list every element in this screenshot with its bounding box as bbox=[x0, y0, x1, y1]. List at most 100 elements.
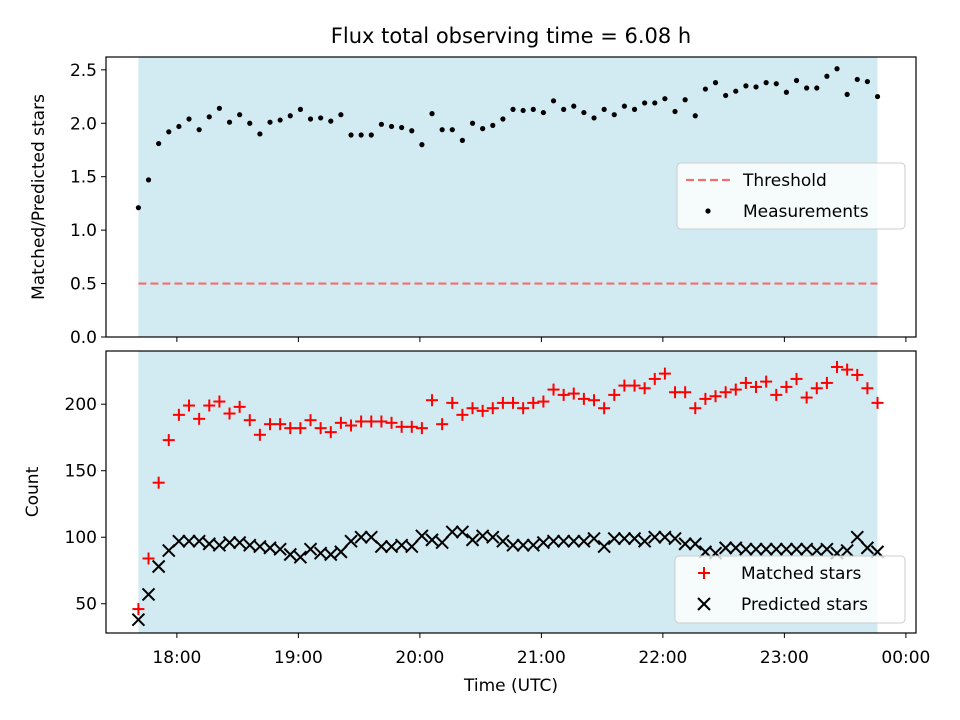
predicted-point bbox=[212, 538, 227, 552]
predicted-point bbox=[334, 545, 348, 559]
measurement-point bbox=[196, 127, 202, 133]
measurement-point bbox=[530, 106, 536, 112]
measurement-point bbox=[439, 127, 445, 133]
matched-point bbox=[820, 376, 833, 389]
measurement-point bbox=[631, 106, 638, 112]
measurement-point bbox=[226, 119, 233, 125]
predicted-point-b bbox=[131, 612, 146, 627]
measurement-point bbox=[712, 80, 719, 86]
predicted-point-b bbox=[212, 538, 227, 552]
predicted-point bbox=[556, 534, 571, 548]
predicted-point bbox=[151, 559, 166, 574]
predicted-point bbox=[131, 612, 146, 627]
chart-title: Flux total observing time = 6.08 h bbox=[331, 24, 691, 48]
measurement-point bbox=[449, 127, 455, 133]
measurement-point bbox=[773, 81, 779, 87]
measurement-point bbox=[267, 119, 273, 125]
matched-point bbox=[527, 396, 540, 409]
predicted-point bbox=[718, 541, 733, 555]
matched-point bbox=[243, 414, 256, 427]
predicted-point bbox=[840, 543, 854, 558]
predicted-point-b bbox=[384, 539, 399, 554]
predicted-point-b bbox=[172, 534, 186, 548]
predicted-point bbox=[850, 530, 864, 544]
predicted-point bbox=[182, 534, 196, 548]
measurement-point bbox=[733, 88, 739, 94]
matched-point bbox=[385, 416, 398, 429]
top-panel: 0.0 0.5 1.0 1.5 2.0 2.5 Matched/Predicted sta… bbox=[29, 56, 917, 348]
predicted-point-b bbox=[759, 542, 773, 556]
matched-point bbox=[790, 372, 803, 385]
matched-point bbox=[324, 426, 337, 439]
predicted-point-b bbox=[344, 534, 358, 548]
measurement-point bbox=[328, 118, 334, 124]
measurement-point bbox=[399, 124, 405, 131]
matched-point bbox=[264, 418, 277, 431]
bottom-axes-frame bbox=[105, 350, 917, 634]
matched-point bbox=[415, 422, 428, 435]
measurement-point bbox=[378, 121, 384, 127]
matched-point bbox=[750, 380, 763, 393]
top-legend-box bbox=[676, 162, 906, 230]
predicted-point-b bbox=[597, 539, 611, 554]
predicted-point-b bbox=[668, 531, 682, 546]
xtick-label: 21:00 bbox=[517, 648, 566, 668]
predicted-point-b bbox=[506, 538, 520, 552]
legend-predicted-swatch bbox=[697, 597, 711, 611]
matched-point bbox=[486, 402, 499, 415]
predicted-point bbox=[486, 530, 500, 544]
matched-point bbox=[739, 376, 752, 389]
predicted-point-b bbox=[354, 530, 368, 544]
predicted-point-b bbox=[587, 531, 601, 546]
predicted-point bbox=[192, 534, 206, 548]
measurement-point bbox=[611, 112, 617, 118]
predicted-point bbox=[141, 587, 156, 602]
matched-point bbox=[375, 415, 388, 428]
measurement-point bbox=[459, 137, 465, 143]
predicted-point-b bbox=[303, 542, 318, 556]
predicted-point-b bbox=[293, 550, 308, 564]
matched-point bbox=[729, 383, 742, 396]
predicted-point-b bbox=[820, 542, 834, 556]
top-ytick-label: 0.0 bbox=[70, 328, 97, 348]
top-ytick-label: 1.5 bbox=[70, 168, 97, 188]
measurement-point bbox=[550, 98, 557, 104]
legend-matched-label: Matched stars bbox=[741, 564, 861, 584]
legend-predicted-label: Predicted stars bbox=[741, 595, 868, 615]
predicted-point-b bbox=[840, 543, 854, 558]
predicted-point-b bbox=[556, 534, 571, 548]
measurement-point bbox=[368, 132, 374, 138]
matched-point bbox=[689, 402, 702, 415]
bottom-matched-layer bbox=[132, 360, 884, 616]
matched-point bbox=[456, 408, 469, 421]
predicted-point bbox=[567, 534, 581, 548]
predicted-point-b bbox=[789, 542, 804, 556]
predicted-point bbox=[577, 534, 591, 548]
predicted-point-b bbox=[222, 535, 237, 550]
matched-point bbox=[598, 402, 611, 415]
measurement-point bbox=[723, 92, 729, 99]
measurement-point bbox=[520, 107, 526, 114]
measurement-point bbox=[287, 113, 293, 119]
predicted-point-b bbox=[486, 530, 500, 544]
predicted-point bbox=[506, 538, 520, 552]
predicted-point bbox=[232, 535, 247, 550]
predicted-point bbox=[587, 531, 601, 546]
predicted-point bbox=[769, 542, 783, 556]
matched-point bbox=[841, 363, 854, 376]
legend-threshold-label: Threshold bbox=[742, 171, 827, 191]
predicted-point bbox=[415, 529, 429, 543]
matched-point bbox=[476, 404, 489, 417]
measurement-point bbox=[338, 112, 344, 118]
bottom-legend-box bbox=[674, 555, 906, 624]
matched-point bbox=[162, 434, 175, 447]
top-legend: Threshold Measurements bbox=[676, 162, 906, 230]
measurement-point bbox=[702, 86, 709, 92]
xtick-label: 23:00 bbox=[760, 648, 809, 668]
predicted-point bbox=[303, 542, 318, 556]
predicted-point bbox=[465, 533, 480, 547]
measurement-point bbox=[490, 122, 496, 128]
matched-point bbox=[780, 380, 793, 393]
matched-point bbox=[274, 418, 287, 431]
